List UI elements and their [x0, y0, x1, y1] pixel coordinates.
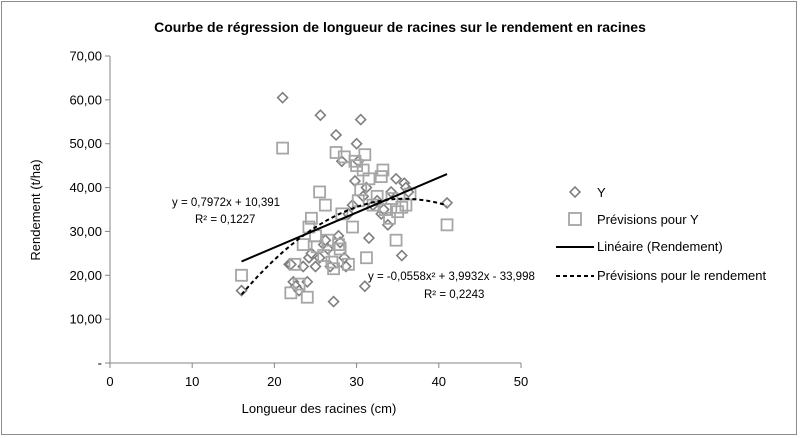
square-point	[284, 286, 298, 300]
square-point	[313, 185, 327, 199]
x-axis-ticks: 0 10 20 30 40 50	[106, 363, 528, 389]
square-point	[391, 205, 405, 219]
legend-square-icon	[568, 212, 582, 226]
legend-label-poly: Prévisions pour le rendement	[597, 268, 766, 283]
square-point	[362, 172, 376, 186]
legend-label-predictions-y: Prévisions pour Y	[597, 212, 699, 227]
x-tick-label: 50	[514, 374, 528, 389]
square-point	[389, 233, 403, 247]
y-tick-label: 40,00	[69, 180, 102, 195]
square-point	[327, 262, 340, 276]
y-axis-title: Rendement (t/ha)	[28, 159, 43, 260]
square-point	[348, 154, 362, 168]
y-tick-label: 60,00	[69, 92, 102, 107]
diamond-point	[395, 249, 408, 262]
square-point	[333, 242, 347, 256]
y-tick-label: 50,00	[69, 136, 102, 151]
x-tick-label: 0	[106, 374, 113, 389]
diamond-point	[381, 218, 394, 231]
series-predictions-y-points	[235, 141, 454, 304]
diamond-point	[389, 172, 403, 185]
square-point	[440, 218, 454, 232]
square-point	[318, 198, 332, 212]
linear-trendline	[241, 173, 448, 263]
polynomial-trendline	[240, 197, 448, 296]
square-point	[276, 141, 290, 155]
x-axis-title: Longueur des racines (cm)	[242, 401, 397, 416]
square-point	[325, 255, 339, 269]
diamond-point	[358, 280, 371, 293]
x-tick-label: 10	[185, 374, 199, 389]
square-point	[235, 268, 248, 282]
legend-item-predictions-y: Prévisions pour Y	[568, 212, 699, 227]
linear-r2-label: R² = 0,1227	[195, 214, 255, 226]
legend-label-y: Y	[597, 185, 606, 200]
square-point	[350, 159, 364, 173]
square-point	[360, 251, 373, 265]
square-point	[329, 146, 343, 159]
square-point	[304, 211, 318, 225]
square-point	[346, 220, 359, 234]
diamond-point	[440, 196, 454, 210]
legend-diamond-icon	[568, 185, 582, 199]
square-point	[366, 198, 380, 212]
square-point	[358, 148, 372, 162]
square-point	[332, 238, 345, 251]
legend-label-linear: Linéaire (Rendement)	[597, 239, 723, 254]
x-tick-label: 20	[267, 374, 281, 389]
diamond-point	[329, 128, 343, 142]
square-point	[317, 249, 331, 262]
square-point	[296, 238, 310, 251]
annotation-linear-equation: y = 0,7972x + 10,391 R² = 0,1227	[172, 197, 280, 226]
trendlines	[240, 173, 448, 296]
legend-item-y: Y	[568, 185, 606, 200]
legend-item-linear: Linéaire (Rendement)	[556, 239, 723, 254]
diamond-point	[309, 260, 322, 273]
y-tick-label: 70,00	[69, 49, 102, 64]
diamond-point	[385, 185, 398, 199]
legend-item-poly: Prévisions pour le rendement	[556, 268, 766, 283]
poly-equation-label: y = -0,0558x² + 3,9932x - 33,998	[368, 271, 535, 283]
chart-title: Courbe de régression de longueur de raci…	[154, 19, 646, 35]
diamond-point	[284, 258, 297, 271]
square-point	[310, 240, 324, 254]
y-tick-label: 30,00	[69, 224, 102, 239]
diamond-point	[327, 295, 340, 308]
square-point	[374, 170, 388, 184]
y-axis-ticks: - 10,00 20,00 30,00 40,00 50,00 60,00 70,00	[69, 49, 110, 371]
y-tick-label: -	[98, 356, 102, 371]
axes	[109, 56, 521, 364]
square-point	[385, 192, 399, 205]
square-point	[376, 163, 390, 177]
diamond-point	[354, 113, 367, 126]
square-point	[288, 257, 302, 271]
poly-r2-label: R² = 0,2243	[424, 289, 484, 301]
diamond-point	[350, 137, 363, 150]
legend: Y Prévisions pour Y Linéaire (Rendement)…	[556, 185, 766, 283]
square-point	[341, 257, 355, 271]
y-tick-label: 20,00	[69, 268, 102, 283]
x-tick-label: 30	[349, 374, 363, 389]
square-point	[300, 290, 314, 304]
square-point	[354, 183, 368, 197]
diamond-point	[276, 91, 289, 104]
diamond-point	[314, 109, 327, 122]
annotation-poly-equation: y = -0,0558x² + 3,9932x - 33,998 R² = 0,…	[368, 271, 535, 301]
square-point	[383, 211, 396, 225]
square-point	[370, 189, 384, 203]
linear-equation-label: y = 0,7972x + 10,391	[172, 197, 280, 209]
square-point	[292, 277, 306, 291]
square-point	[395, 200, 409, 214]
diamond-point	[362, 231, 376, 245]
y-tick-label: 10,00	[69, 312, 102, 327]
x-tick-label: 40	[432, 374, 446, 389]
square-point	[403, 187, 417, 201]
square-point	[378, 203, 392, 216]
